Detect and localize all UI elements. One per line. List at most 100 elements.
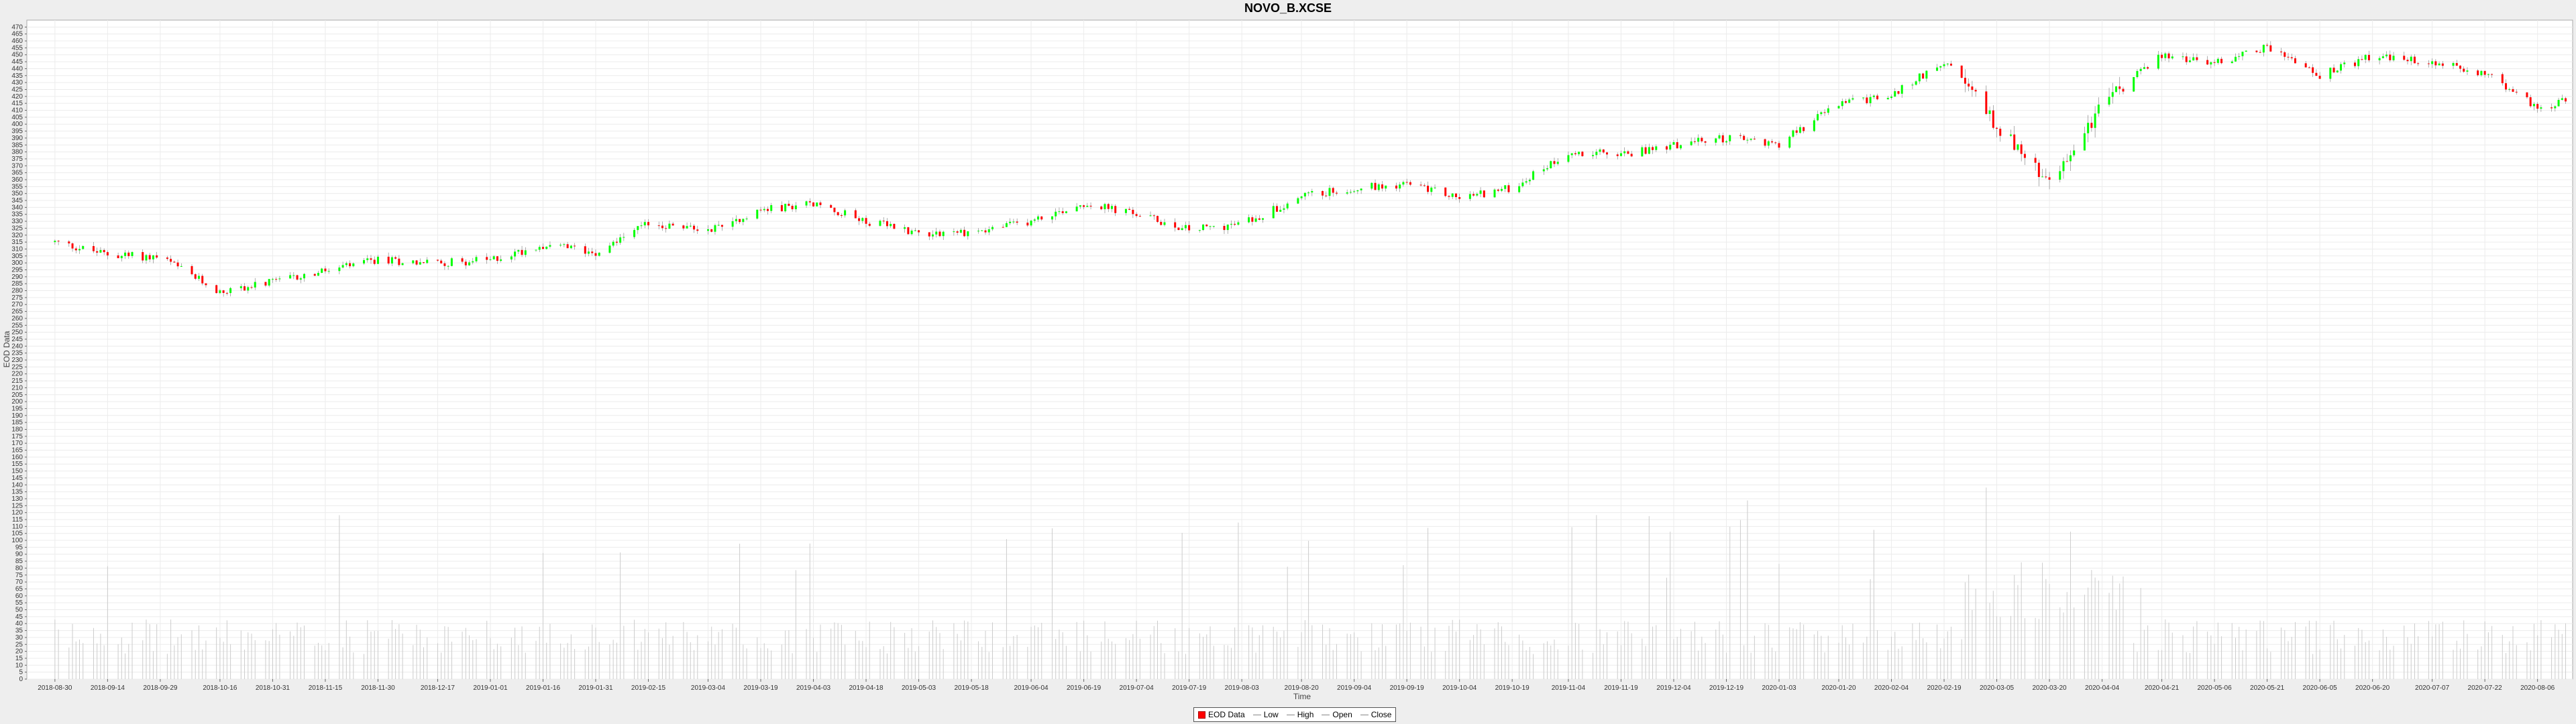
- candle-up: [2073, 150, 2076, 156]
- candle-up: [299, 278, 302, 280]
- candle-down: [1152, 215, 1155, 217]
- candle-down: [486, 257, 488, 260]
- candle-up: [289, 275, 292, 279]
- candle-down: [176, 262, 179, 267]
- candle-down: [1602, 149, 1605, 153]
- candle-down: [1630, 154, 1633, 157]
- candle-down: [907, 227, 910, 235]
- candle-up: [1075, 206, 1078, 212]
- y-tick-label: 0: [19, 676, 23, 683]
- y-tick-label: 75: [15, 572, 23, 579]
- candle-up: [784, 203, 787, 212]
- x-axis-ticks: 2018-08-30 2018-09-14 2018-09-29 2018-10-16…: [38, 679, 2555, 692]
- candle-up: [987, 229, 990, 233]
- y-tick-label: 110: [12, 523, 23, 530]
- y-tick-label: 105: [11, 530, 23, 538]
- candle-down: [2259, 52, 2261, 53]
- x-tick-label: 2018-09-14: [91, 684, 125, 692]
- candle-down: [1332, 188, 1334, 193]
- candle-up: [1578, 152, 1580, 155]
- candle-down: [541, 247, 544, 249]
- y-tick-label: 160: [11, 454, 23, 461]
- x-tick-label: 2020-06-20: [2355, 684, 2390, 692]
- y-tick-label: 375: [11, 156, 23, 163]
- y-tick-label: 370: [11, 162, 23, 170]
- candle-down: [1258, 218, 1260, 220]
- candle-down: [1992, 110, 1994, 128]
- candle-down: [984, 230, 987, 233]
- y-tick-label: 325: [11, 225, 23, 232]
- y-tick-label: 35: [15, 627, 23, 635]
- candle-down: [1128, 208, 1131, 210]
- y-tick-label: 185: [11, 419, 23, 426]
- candle-down: [1040, 216, 1043, 220]
- candle-down: [1606, 152, 1609, 155]
- y-tick-label: 80: [15, 564, 23, 572]
- candle-up: [514, 251, 517, 257]
- candle-up: [1124, 208, 1127, 213]
- candle-down: [1616, 154, 1619, 156]
- candle-down: [672, 223, 674, 226]
- x-tick-label: 2019-12-19: [1709, 684, 1744, 692]
- candle-down: [840, 215, 843, 217]
- candle-up: [1851, 98, 1854, 100]
- candle-up: [1939, 66, 1942, 68]
- candle-down: [2529, 97, 2532, 107]
- candle-down: [1823, 112, 1826, 113]
- candle-up: [735, 219, 737, 222]
- y-tick-label: 10: [15, 662, 23, 669]
- candle-down: [2266, 44, 2269, 46]
- candle-up: [468, 262, 471, 265]
- candle-down: [1205, 225, 1208, 227]
- candle-up: [1110, 206, 1113, 209]
- candle-up: [489, 259, 492, 260]
- candle-down: [833, 207, 836, 213]
- candle-up: [953, 231, 955, 233]
- candle-up: [623, 237, 625, 238]
- candle-down: [324, 268, 327, 272]
- candle-up: [2188, 60, 2191, 62]
- candle-down: [1644, 147, 1647, 154]
- candle-down: [1999, 129, 2002, 136]
- candle-up: [689, 225, 692, 227]
- candle-down: [696, 229, 699, 231]
- candle-down: [1666, 146, 1668, 150]
- candle-up: [239, 286, 242, 288]
- candle-up: [1592, 155, 1595, 156]
- x-tick-label: 2018-12-17: [421, 684, 455, 692]
- candle-up: [500, 259, 502, 261]
- candle-up: [1648, 147, 1650, 154]
- candle-down: [1223, 226, 1226, 231]
- candle-up: [180, 265, 182, 267]
- candle-up: [1212, 226, 1215, 227]
- candle-up: [278, 278, 281, 280]
- x-tick-label: 2019-08-20: [1285, 684, 1320, 692]
- candle-down: [2406, 60, 2409, 62]
- candle-down: [647, 222, 650, 226]
- candle-up: [1525, 181, 1527, 183]
- y-tick-label: 360: [11, 176, 23, 184]
- candle-up: [612, 241, 614, 246]
- x-tick-label: 2018-10-31: [256, 684, 290, 692]
- x-tick-label: 2019-09-19: [1390, 684, 1425, 692]
- candle-up: [78, 249, 81, 251]
- candle-down: [1444, 187, 1447, 196]
- y-tick-label: 305: [11, 253, 23, 260]
- candle-down: [2013, 134, 2016, 150]
- candle-up: [714, 225, 716, 232]
- candle-up: [1848, 99, 1851, 103]
- chart-title: NOVO_B.XCSE: [1244, 1, 1332, 15]
- x-tick-label: 2018-08-30: [38, 684, 72, 692]
- y-tick-label: 190: [11, 412, 23, 420]
- candle-down: [1964, 78, 1966, 84]
- grid-lines: [27, 20, 2573, 680]
- legend-item-close: Close: [1360, 710, 1391, 719]
- candle-up: [345, 263, 347, 265]
- candle-up: [1181, 228, 1183, 231]
- candle-down: [1922, 73, 1925, 79]
- candle-up: [2329, 67, 2332, 79]
- candle-up: [2364, 54, 2367, 60]
- candle-up: [1817, 114, 1819, 121]
- candle-down: [225, 292, 228, 294]
- y-tick-label: 450: [11, 52, 23, 59]
